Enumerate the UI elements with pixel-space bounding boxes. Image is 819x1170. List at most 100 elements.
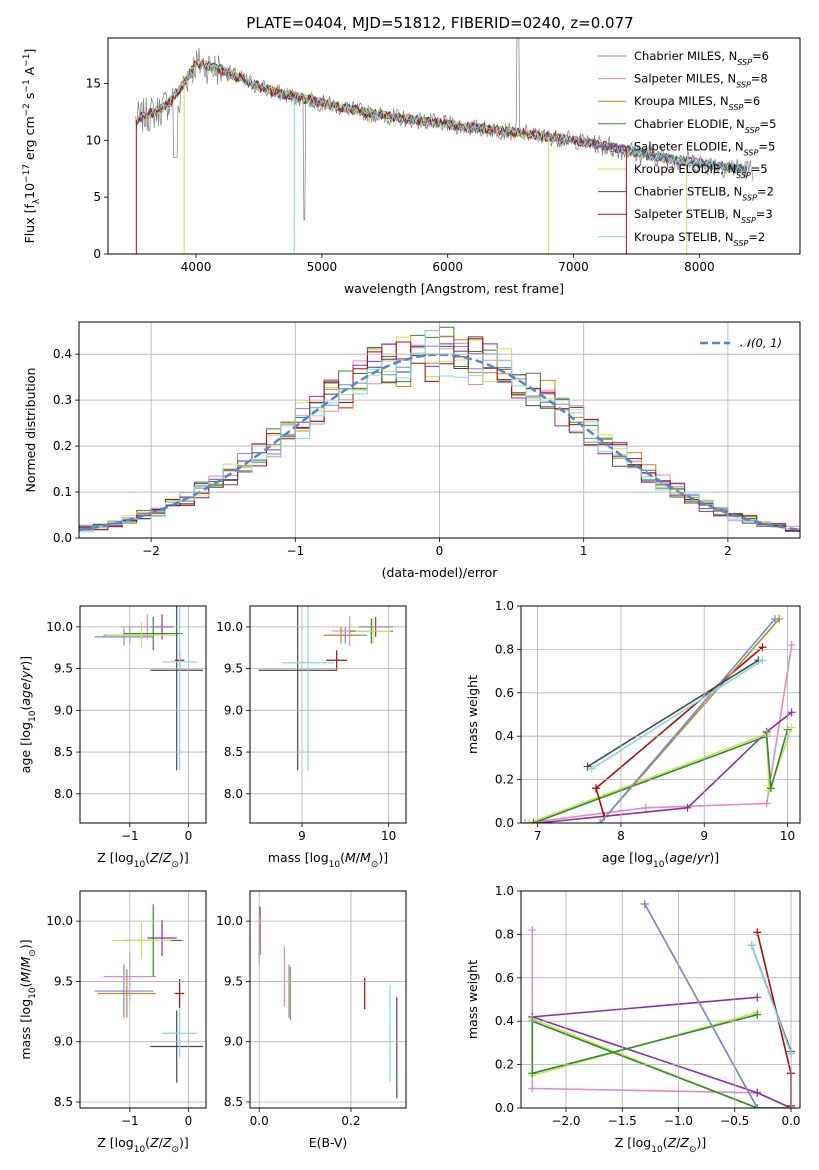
x-tick-label: 0.2 <box>341 1114 360 1128</box>
age_vs_mass-plot-area <box>258 606 393 772</box>
x-tick-label: 7000 <box>558 260 589 274</box>
spectrum-plot-area <box>135 38 754 254</box>
x-axis-label: Z [log10(Z/Z⊙)] <box>97 850 189 870</box>
x-axis-label: age [log10(age/yr)] <box>602 850 719 870</box>
y-tick-label: 0.4 <box>53 347 72 361</box>
y-axis-label: mass weight <box>465 960 480 1039</box>
y-tick-label: 0.0 <box>53 531 72 545</box>
massweight_vs_age-panel: 7 8 9 10 0.0 0.2 0.4 0.6 0.8 1.0 age [log10(age/yr… <box>465 599 801 870</box>
mass-weight-marker <box>766 784 775 793</box>
y-tick-label: 0.0 <box>495 816 514 830</box>
y-axis-label: age [log10(age/yr)] <box>18 656 38 773</box>
y-tick-label: 10 <box>86 133 101 147</box>
mass-weight-line <box>531 930 792 1108</box>
y-tick-label: 9.0 <box>224 703 243 717</box>
mass-weight-marker <box>528 1084 537 1093</box>
mass-weight-marker <box>587 764 596 773</box>
y-tick-label: 0 <box>93 247 101 261</box>
mass-weight-line <box>599 618 776 823</box>
x-tick-label: 0.0 <box>250 1114 269 1128</box>
y-tick-label: 8.5 <box>54 1095 73 1109</box>
x-tick-label: 2 <box>724 544 732 558</box>
mass-weight-marker <box>525 819 534 823</box>
mass-weight-marker <box>528 1069 537 1078</box>
residuals-panel: −2 −1 0 1 2 0.0 0.1 0.2 0.3 0.4 (data-model)/error… <box>23 321 801 580</box>
x-axis-label: E(B-V) <box>309 1135 348 1150</box>
y-tick-label: 0.4 <box>495 729 514 743</box>
y-tick-label: 1.0 <box>495 884 514 898</box>
axes-frame <box>79 605 207 824</box>
x-tick-label: 10 <box>780 829 795 843</box>
y-tick-label: 9.0 <box>54 703 73 717</box>
mass-weight-marker <box>528 926 537 935</box>
mass-weight-marker <box>787 708 796 717</box>
model-spectrum-line <box>135 60 627 153</box>
x-tick-label: 0 <box>185 1114 193 1128</box>
y-axis-label: Normed distribution <box>23 368 38 493</box>
y-tick-label: 9.5 <box>224 974 243 988</box>
x-tick-label: 0.0 <box>781 1114 800 1128</box>
y-tick-label: 8.5 <box>224 1095 243 1109</box>
y-tick-label: 0.8 <box>495 642 514 656</box>
x-axis-label: (data-model)/error <box>382 565 499 580</box>
y-tick-label: 1.0 <box>495 599 514 613</box>
mass-weight-marker <box>683 803 692 812</box>
axes-frame <box>520 890 801 1109</box>
mass-weight-line <box>525 644 793 823</box>
x-tick-label: 0 <box>185 829 193 843</box>
mass-weight-marker <box>640 900 649 909</box>
y-tick-label: 10.0 <box>46 914 73 928</box>
y-axis-label: mass [log10(M/M⊙)] <box>18 939 38 1059</box>
axes-frame <box>520 605 801 824</box>
y-tick-label: 9.5 <box>224 662 243 676</box>
mass-weight-marker <box>787 723 796 732</box>
x-tick-label: 6000 <box>432 260 463 274</box>
x-tick-label: 1 <box>580 544 588 558</box>
figure-title: PLATE=0404, MJD=51812, FIBERID=0240, z=0… <box>246 14 633 32</box>
legend-entry: Salpeter ELODIE, NSSP=5 <box>634 139 775 157</box>
mass-weight-marker <box>596 819 605 823</box>
mass-weight-line <box>533 729 789 823</box>
mass-weight-marker <box>521 819 530 823</box>
y-tick-label: 8.5 <box>224 745 243 759</box>
massweight_vs_age-plot-area <box>521 615 796 823</box>
mass-weight-marker <box>762 799 771 808</box>
x-tick-label: 7 <box>534 829 542 843</box>
x-tick-label: −1.0 <box>664 1114 693 1128</box>
y-tick-label: 0.0 <box>495 1101 514 1115</box>
x-tick-label: 10 <box>381 829 396 843</box>
mass-weight-marker <box>758 643 767 652</box>
x-tick-label: −1 <box>286 544 304 558</box>
model-spectrum-line <box>137 59 548 140</box>
mass-weight-marker <box>753 928 762 937</box>
mass-weight-marker <box>753 1088 762 1097</box>
mass-weight-marker <box>583 762 592 771</box>
legend-entry: Kroupa ELODIE, NSSP=5 <box>634 162 768 180</box>
axes-frame <box>249 605 407 824</box>
x-tick-label: 5000 <box>307 260 338 274</box>
mass-weight-marker <box>765 786 774 795</box>
legend-entry: Kroupa STELIB, NSSP=2 <box>634 230 765 248</box>
y-tick-label: 9.0 <box>224 1035 243 1049</box>
x-tick-label: 4000 <box>181 260 212 274</box>
mass_vs_ebv-plot-area <box>258 906 398 1099</box>
x-tick-label: −1 <box>121 829 139 843</box>
x-tick-label: −2 <box>142 544 160 558</box>
axes-frame <box>249 890 407 1109</box>
y-tick-label: 0.2 <box>495 773 514 787</box>
y-tick-label: 0.8 <box>495 927 514 941</box>
x-axis-label: wavelength [Angstrom, rest frame] <box>344 281 564 296</box>
mass-weight-marker <box>771 615 780 624</box>
mass-weight-marker <box>787 641 796 650</box>
y-tick-label: 9.0 <box>54 1035 73 1049</box>
x-tick-label: −2.0 <box>551 1114 580 1128</box>
mass-weight-marker <box>753 993 762 1002</box>
x-axis-label: Z [log10(Z/Z⊙)] <box>97 1135 189 1155</box>
mass-weight-line <box>529 727 793 823</box>
y-tick-label: 8.0 <box>224 787 243 801</box>
mass-weight-marker <box>747 941 756 950</box>
y-axis-label: Flux [fλ10−17 erg cm−2 s−1 A−1] <box>22 49 42 244</box>
y-tick-label: 9.5 <box>54 974 73 988</box>
x-tick-label: −1.5 <box>608 1114 637 1128</box>
axes-frame <box>78 321 801 539</box>
